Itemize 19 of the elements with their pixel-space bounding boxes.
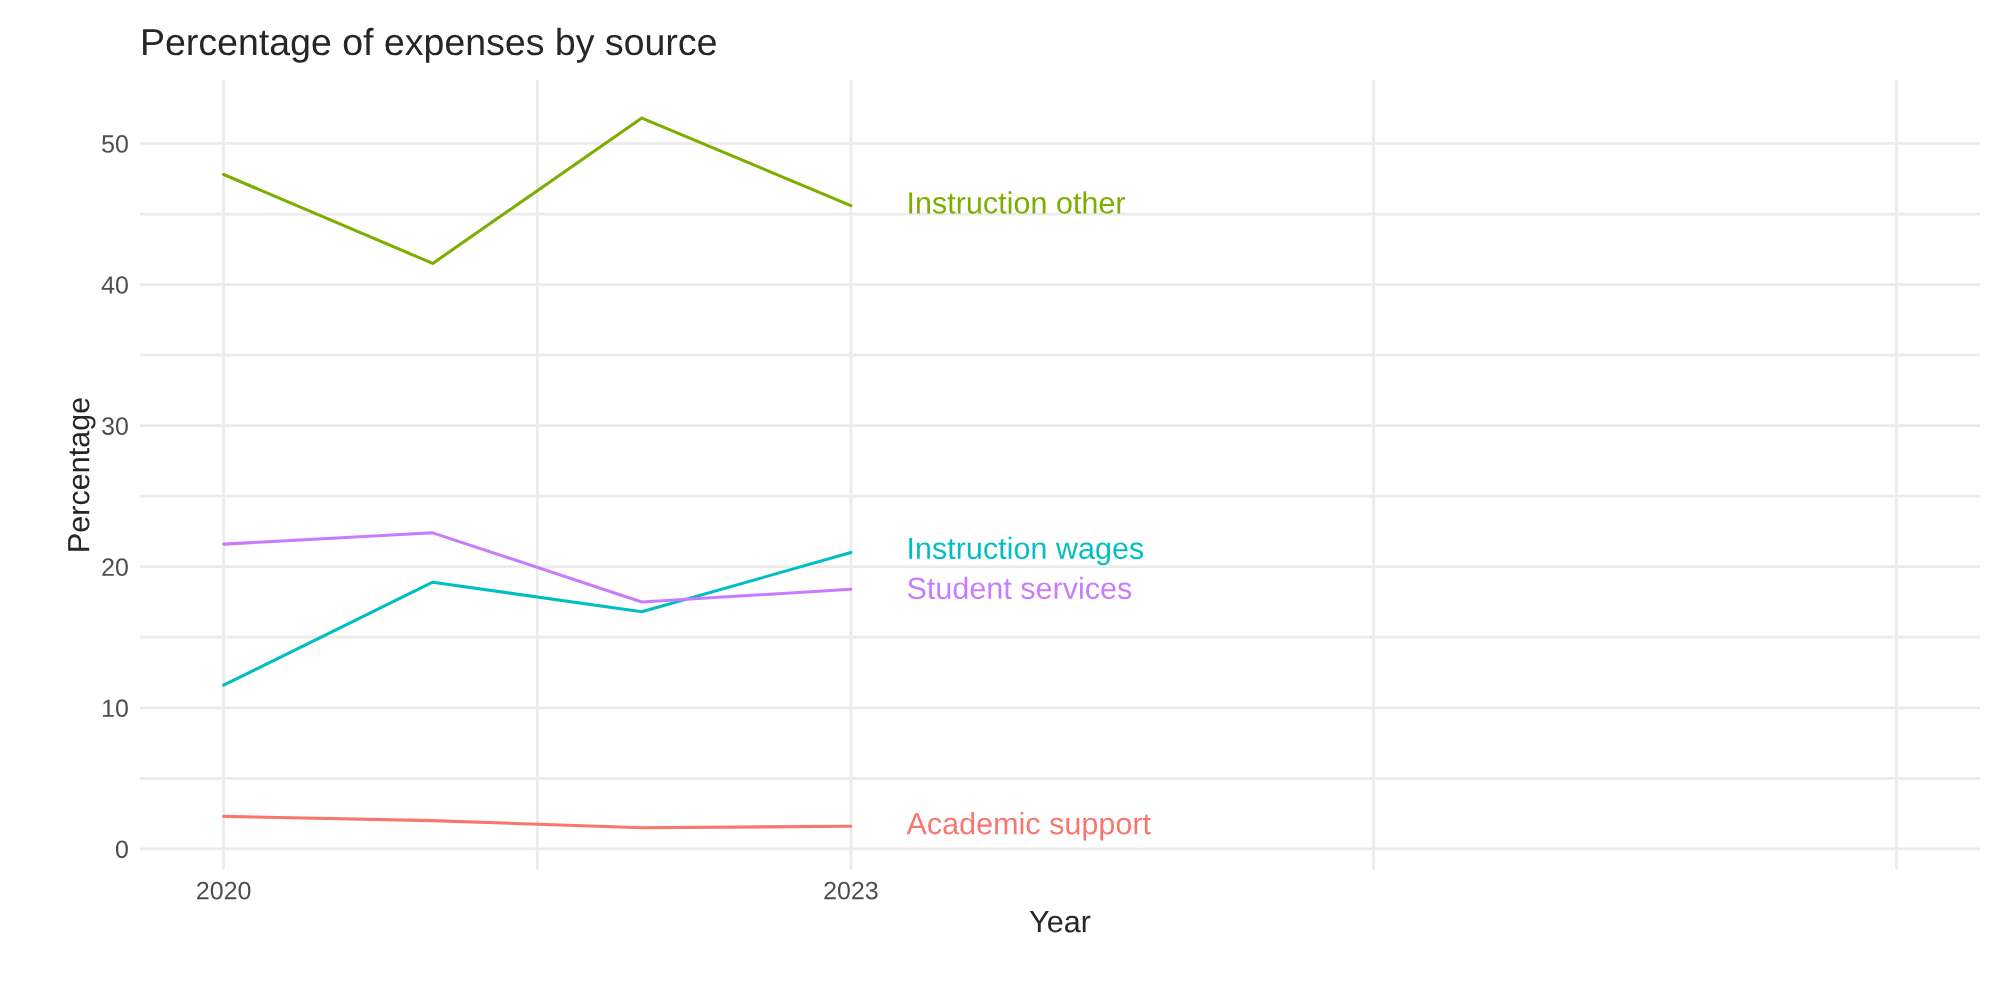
line-series <box>222 551 853 687</box>
line-series <box>222 814 853 830</box>
series-label: Academic support <box>906 812 1151 841</box>
y-tick-label: 0 <box>115 840 128 859</box>
x-tick-label: 2020 <box>197 881 251 900</box>
y-tick-label: 40 <box>101 276 128 294</box>
y-tick-label: 50 <box>102 135 128 153</box>
line-series <box>222 116 853 265</box>
y-axis-title: Percentage <box>68 398 96 551</box>
series-label: Instruction other <box>909 191 1126 214</box>
y-tick-label: 10 <box>102 699 128 718</box>
chart-title: Percentage of expenses by source <box>143 27 716 63</box>
y-tick-label: 20 <box>102 558 128 576</box>
series-label: Student services <box>907 576 1132 600</box>
y-tick-label: 30 <box>102 417 128 435</box>
series-label: Instruction wages <box>909 536 1144 566</box>
line-series <box>222 531 853 604</box>
x-tick-label: 2023 <box>824 881 878 900</box>
x-axis-title: Year <box>1029 911 1091 933</box>
